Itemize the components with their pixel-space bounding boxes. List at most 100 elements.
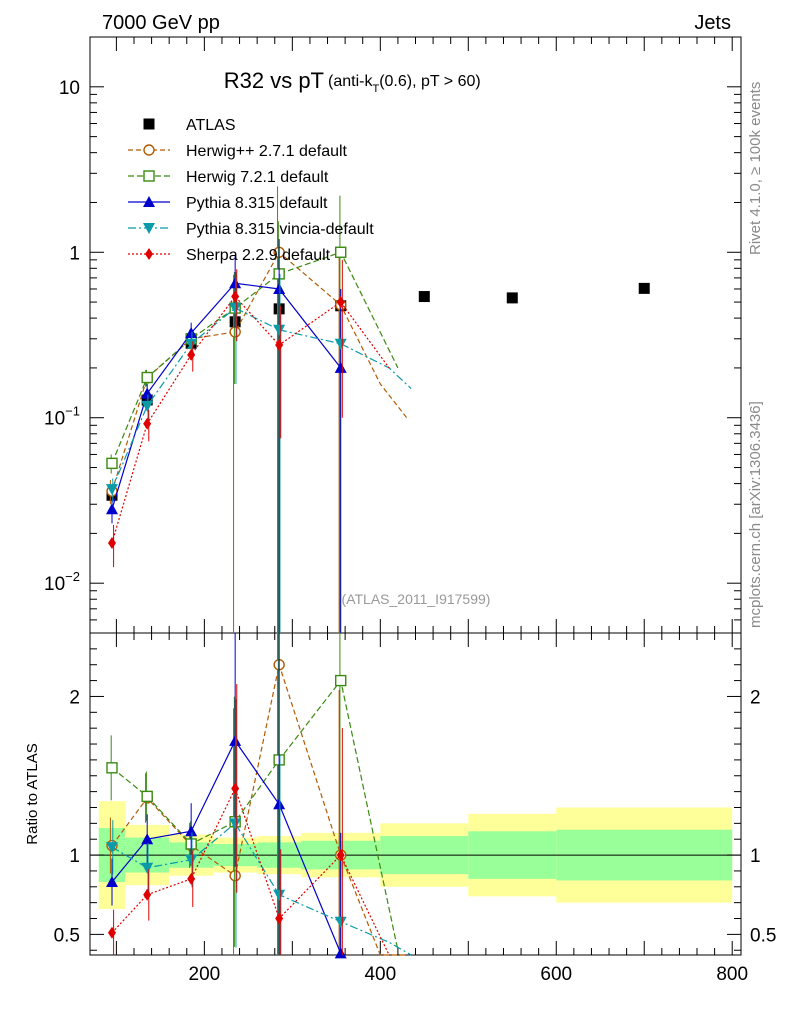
- plot-title: R32 vs pT: [224, 68, 324, 93]
- series-4-ratio-point-5: [336, 849, 345, 862]
- series-0-line: [111, 251, 408, 492]
- series-1-ratio-line: [111, 679, 399, 951]
- legend: ATLAS Herwig++ 2.7.1 default Herwig 7.2.1 …: [128, 117, 374, 264]
- series-4-ratio-point-1: [143, 888, 152, 901]
- series-2-ratio-point-2: [185, 825, 198, 837]
- series-3-point-5: [334, 338, 347, 350]
- series-3-ratio-point-5: [334, 916, 347, 928]
- series-2-line: [111, 282, 342, 510]
- legend-label-3: Pythia 8.315 vincia-default: [186, 221, 374, 238]
- series-1-ratio-point-5: [335, 674, 347, 687]
- series-4-point-2: [187, 348, 196, 361]
- series-3-point-1: [141, 400, 154, 412]
- series-1-point-1: [141, 371, 153, 384]
- series-2-ratio-point-3: [229, 734, 242, 746]
- y-tick-base-1: 10: [44, 409, 65, 430]
- series-4-ratio-point-2: [187, 872, 196, 885]
- series-3-point-2: [185, 338, 198, 350]
- y-tick-label-main-2: 1: [69, 243, 80, 264]
- atlas-point-6: [418, 291, 430, 303]
- analysis-id: (ATLAS_2011_I917599): [342, 591, 491, 607]
- legend-label-1: Herwig 7.2.1 default: [186, 169, 329, 186]
- series-0-ratio-point-3: [229, 869, 241, 882]
- series-4-point-5: [336, 296, 345, 309]
- ratio-series: [105, 633, 412, 959]
- ratio-panel-frame: [89, 632, 742, 956]
- legend-label-4: Sherpa 2.2.9 default: [186, 247, 331, 264]
- series-3-ratio-point-4: [273, 889, 286, 901]
- header: 7000 GeV pp Jets R32 vs pT (anti-kT(0.6)…: [102, 12, 764, 628]
- x-tick-label-800: 800: [716, 964, 748, 985]
- series-2-ratio-point-1: [141, 833, 154, 845]
- series-4-ratio-point-0: [107, 926, 116, 939]
- legend-label-2: Pythia 8.315 default: [186, 195, 328, 212]
- x-tick-label-600: 600: [540, 964, 572, 985]
- series-1-point-5: [335, 246, 347, 258]
- y-tick-label-ratio-left-1: 1: [69, 846, 80, 867]
- legend-atlas-marker: [143, 118, 155, 130]
- series-0-ratio-line: [111, 662, 407, 956]
- series-2-ratio-line: [111, 739, 342, 954]
- y-tick-exp-0: −2: [65, 569, 80, 584]
- series-4-point-4: [275, 339, 284, 352]
- main-series: [105, 186, 650, 633]
- series-2-point-2: [185, 327, 198, 339]
- series-1-ratio-point-0: [106, 762, 118, 774]
- series-2-ratio-point-0: [105, 876, 118, 888]
- series-1-point-0: [106, 457, 118, 470]
- x-tick-label-400: 400: [364, 964, 396, 985]
- series-2-point-3: [229, 277, 242, 289]
- legend-marker-0: [143, 144, 155, 156]
- series-1-line: [111, 251, 399, 464]
- plot-subtitle: (anti-kT(0.6), pT > 60): [328, 73, 481, 95]
- series-2-point-0: [105, 503, 118, 515]
- subtitle-part-2: T: [372, 83, 379, 95]
- y-tick-label-main-3: 10: [59, 78, 80, 99]
- series-2-point-1: [141, 387, 154, 399]
- series-2-point-4: [273, 282, 286, 294]
- series-4-ratio-point-4: [275, 912, 284, 925]
- rivet-label: Rivet 4.1.0, ≥ 100k events: [747, 82, 764, 255]
- series-3-point-0: [105, 484, 118, 496]
- y-tick-label-main-0: 10−2: [44, 569, 80, 595]
- y-tick-label-ratio-right-2: 2: [750, 687, 761, 708]
- category-label: Jets: [694, 12, 731, 34]
- series-1-ratio-point-1: [141, 790, 153, 803]
- y-tick-label-main-1: 10−1: [44, 404, 80, 430]
- subtitle-part-1: (anti-k: [328, 73, 373, 90]
- y-tick-label-ratio-left-2: 2: [69, 687, 80, 708]
- series-4-point-0: [107, 536, 116, 549]
- series-3-ratio-point-3: [229, 818, 242, 830]
- legend-marker-3: [143, 223, 155, 234]
- series-3-ratio-point-1: [141, 862, 154, 874]
- y-tick-label-ratio-left-0.5: 0.5: [54, 925, 80, 946]
- legend-marker-2: [143, 196, 155, 207]
- series-4-line: [111, 295, 390, 544]
- legend-atlas-label: ATLAS: [186, 117, 236, 134]
- series-4-ratio-point-3: [231, 782, 240, 795]
- y-tick-label-ratio-right-1: 1: [750, 846, 761, 867]
- series-4-point-1: [143, 417, 152, 430]
- mcplots-label: mcplots.cern.ch [arXiv:1306.3436]: [747, 401, 764, 628]
- subtitle-part-3: (0.6), pT > 60): [379, 73, 481, 90]
- series-3-point-3: [229, 303, 242, 315]
- series-2-ratio-point-4: [273, 798, 286, 810]
- series-0-point-3: [229, 326, 241, 338]
- energy-label: 7000 GeV pp: [102, 12, 220, 34]
- atlas-point-8: [638, 282, 650, 294]
- series-3-point-4: [273, 324, 286, 336]
- y-tick-exp-1: −1: [65, 404, 80, 419]
- y-tick-label-ratio-right-0.5: 0.5: [750, 925, 776, 946]
- series-3-line: [111, 307, 412, 490]
- y-tick-base-0: 10: [44, 574, 65, 595]
- series-2-ratio-point-5: [334, 947, 347, 959]
- atlas-point-7: [506, 292, 518, 304]
- series-4-point-3: [231, 290, 240, 303]
- ratio-ylabel: Ratio to ATLAS: [24, 743, 41, 844]
- series-3-ratio-point-0: [105, 842, 118, 854]
- series-2-point-5: [334, 361, 347, 373]
- legend-marker-4: [145, 248, 153, 260]
- x-tick-label-200: 200: [189, 964, 221, 985]
